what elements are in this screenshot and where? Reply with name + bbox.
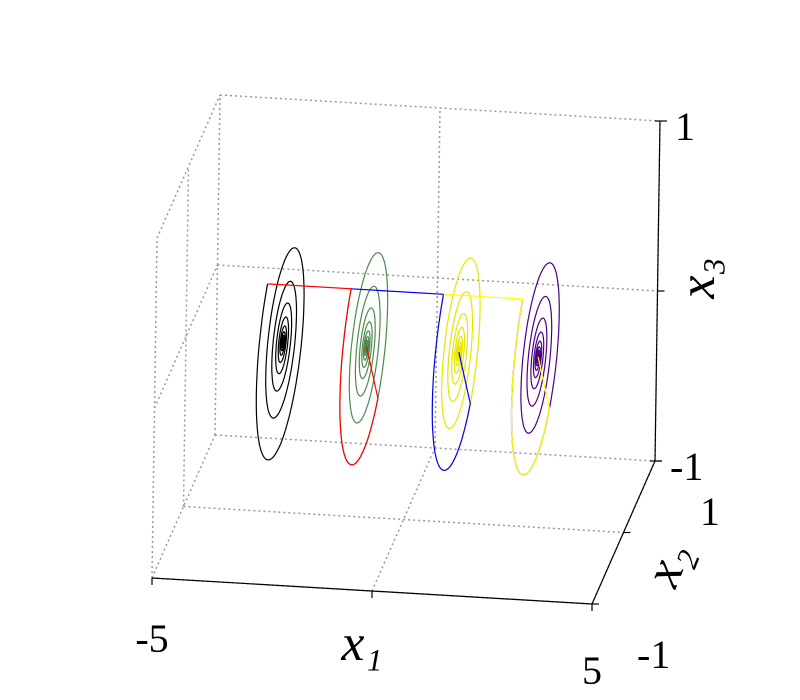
spiral — [431, 257, 481, 471]
connector — [443, 293, 551, 476]
grid-line — [182, 166, 190, 507]
grid-line — [151, 237, 158, 579]
y-tick-label: 1 — [700, 489, 720, 534]
z-tick-label: 1 — [675, 104, 695, 149]
z-tick-label: -1 — [670, 444, 703, 489]
connector — [267, 283, 379, 466]
connector — [351, 288, 471, 472]
marks — [255, 247, 560, 476]
spiral — [510, 262, 560, 476]
grid — [151, 94, 667, 611]
grid-line — [183, 505, 624, 534]
spiral — [339, 252, 389, 466]
grid-line — [153, 264, 219, 409]
z-axis-label: x₃ — [669, 257, 726, 299]
y-tick-label: -1 — [637, 632, 670, 677]
y-axis-label: x₂ — [633, 535, 702, 595]
x-tick-label: 5 — [582, 648, 602, 693]
x-axis-label: x₁ — [340, 615, 382, 672]
grid-line — [371, 447, 436, 592]
x-tick-label: -5 — [135, 616, 168, 661]
grid-line — [434, 107, 441, 449]
grid-line — [151, 434, 216, 579]
spiral — [255, 247, 305, 461]
grid-line — [156, 94, 221, 239]
